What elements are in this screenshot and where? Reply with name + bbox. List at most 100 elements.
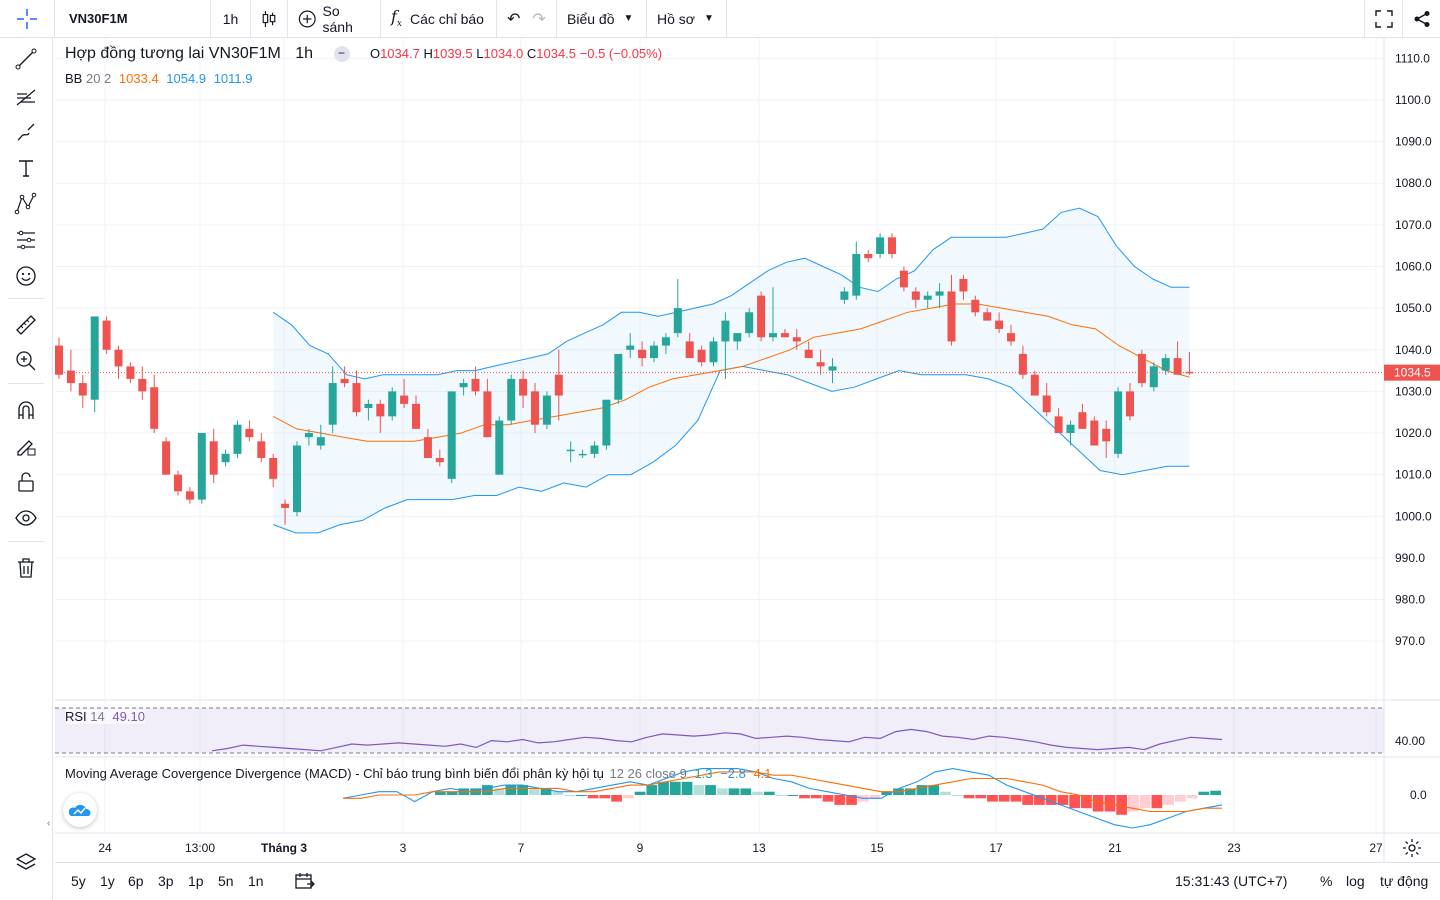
chart-menu-label: Biểu đồ <box>567 10 615 27</box>
bb-fill <box>273 208 1190 533</box>
stay-drawing-tool[interactable] <box>11 432 41 460</box>
macd-line-value: −2.8 <box>720 766 746 781</box>
share-button[interactable] <box>1402 0 1440 38</box>
pattern-tool[interactable] <box>11 190 41 218</box>
candle-body <box>602 399 611 446</box>
clock-display[interactable]: 15:31:43 (UTC+7) <box>1175 873 1288 889</box>
brush-tool[interactable] <box>11 118 41 146</box>
candle-body <box>412 403 420 429</box>
icons-tool[interactable] <box>11 262 41 290</box>
range-button-1n[interactable]: 1n <box>248 873 264 889</box>
macd-histogram-bar <box>846 795 857 805</box>
price-tick-label: 1010.0 <box>1395 468 1432 482</box>
hide-drawings-tool[interactable] <box>11 504 41 532</box>
candle-body <box>661 337 670 346</box>
candle-body <box>1007 333 1015 342</box>
interval-button[interactable]: 1h <box>211 0 251 38</box>
text-tool[interactable] <box>11 154 41 182</box>
candle-body <box>328 383 337 425</box>
macd-histogram-bar <box>528 788 540 795</box>
macd-histogram-bar <box>705 785 716 795</box>
cloud-chart-icon <box>69 804 91 816</box>
price-tick-label: 1080.0 <box>1395 176 1432 190</box>
chart-menu-button[interactable]: Biểu đồ ▼ <box>557 0 647 38</box>
price-tick-label: 980.0 <box>1395 593 1425 607</box>
candle-body <box>55 345 63 375</box>
trend-line-tool[interactable] <box>11 45 41 73</box>
fullscreen-button[interactable] <box>1364 0 1402 38</box>
macd-histogram-bar <box>646 785 658 795</box>
chart-style-button[interactable] <box>251 0 288 38</box>
collapse-icon[interactable]: − <box>333 45 350 62</box>
lock-drawings-tool[interactable] <box>11 468 41 496</box>
prediction-tool[interactable] <box>11 226 41 254</box>
bb-legend[interactable]: BB 20 2 1033.4 1054.9 1011.9 <box>65 71 252 86</box>
high-value: 1039.5 <box>432 46 473 61</box>
candle-body <box>650 345 658 359</box>
macd-histogram-bar <box>446 791 458 795</box>
magnet-tool[interactable] <box>11 396 41 424</box>
undo-redo-group: ↶ ↷ <box>497 0 557 38</box>
indicators-button[interactable]: fx Các chỉ báo <box>381 0 497 38</box>
candle-body <box>876 237 885 254</box>
range-button-1y[interactable]: 1y <box>100 873 115 889</box>
measure-tool[interactable] <box>11 311 41 339</box>
macd-histogram-bar <box>481 785 493 795</box>
candle-body <box>757 295 766 338</box>
candle-body <box>685 341 694 359</box>
crosshair-tool-button[interactable] <box>0 0 55 38</box>
pencil-lock-icon <box>17 440 36 456</box>
macd-histogram-bar <box>1116 795 1128 815</box>
range-button-1p[interactable]: 1p <box>188 873 204 889</box>
compare-button[interactable]: So sánh <box>288 0 381 38</box>
trend-line-icon <box>15 48 37 70</box>
fib-tool[interactable] <box>11 82 41 110</box>
candle-body <box>233 424 242 454</box>
macd-histogram-bar <box>1186 795 1198 799</box>
range-button-3p[interactable]: 3p <box>158 873 174 889</box>
candle-body <box>1161 358 1170 371</box>
toolbar-divider <box>8 541 44 542</box>
candle-body <box>614 353 623 400</box>
macd-histogram-bar <box>658 781 669 795</box>
macd-line <box>342 768 1223 829</box>
candle-body <box>769 333 777 338</box>
undo-icon[interactable]: ↶ <box>507 10 521 28</box>
symbol-search-button[interactable]: VN30F1M <box>55 0 211 38</box>
candle-body <box>626 345 635 350</box>
rsi-legend[interactable]: RSI 14 49.10 <box>65 709 145 724</box>
candle-body <box>733 333 742 342</box>
chart-area[interactable]: 40.00 0.0 1110.0 1100.0 1090.0 1080.0 1070.0… <box>47 38 1440 862</box>
collapse-panel-handle[interactable]: ‹ <box>47 818 51 829</box>
crosshair-icon <box>17 8 37 29</box>
macd-histogram-bar <box>1081 795 1092 809</box>
log-toggle[interactable]: log <box>1346 873 1365 889</box>
range-button-5n[interactable]: 5n <box>218 873 234 889</box>
macd-legend[interactable]: Moving Average Covergence Divergence (MA… <box>65 766 772 781</box>
candle-body <box>911 291 920 300</box>
brand-logo[interactable] <box>63 793 97 827</box>
candle-body <box>185 491 194 500</box>
zoom-tool[interactable] <box>11 347 41 375</box>
auto-scale-toggle[interactable]: tự động <box>1380 873 1429 889</box>
range-button-6p[interactable]: 6p <box>128 873 144 889</box>
macd-histogram-bar <box>552 791 564 795</box>
redo-icon[interactable]: ↷ <box>532 10 546 28</box>
price-tick-label: 1000.0 <box>1395 509 1432 523</box>
symbol-title[interactable]: Hợp đồng tương lai VN30F1M <box>65 45 281 62</box>
candle-body <box>281 503 290 508</box>
candle-body <box>376 403 385 417</box>
percent-toggle[interactable]: % <box>1320 873 1333 889</box>
go-to-date-button[interactable] <box>295 872 315 893</box>
pattern-icon <box>14 192 37 215</box>
time-tick-label: 23 <box>1227 841 1241 855</box>
candle-body <box>1030 374 1039 396</box>
candle-body <box>971 299 980 313</box>
profile-menu-button[interactable]: Hồ sơ ▼ <box>647 0 727 38</box>
object-tree-tool[interactable] <box>11 848 41 876</box>
remove-drawings-tool[interactable] <box>11 554 41 582</box>
range-button-5y[interactable]: 5y <box>71 873 86 889</box>
interval-label: 1h <box>222 10 239 27</box>
chart-canvas[interactable]: 40.00 0.0 1110.0 1100.0 1090.0 1080.0 1070.0… <box>55 38 1440 862</box>
settings-button[interactable] <box>1402 838 1424 860</box>
